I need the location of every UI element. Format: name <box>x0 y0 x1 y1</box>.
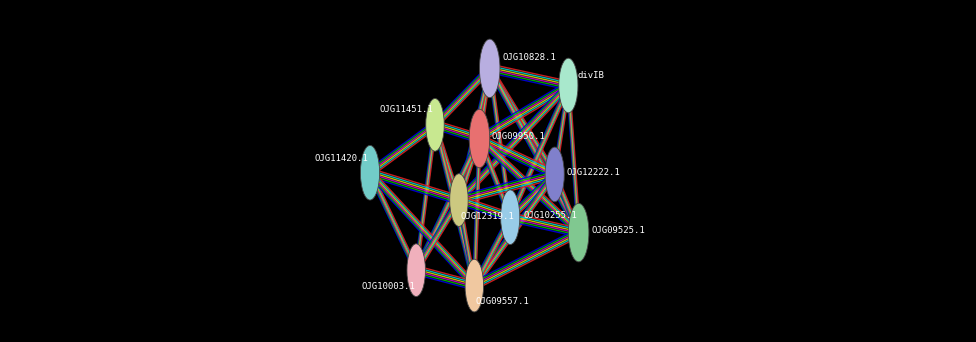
Text: OJG10255.1: OJG10255.1 <box>523 211 577 220</box>
Text: OJG11451.1: OJG11451.1 <box>380 105 433 114</box>
Ellipse shape <box>568 203 589 262</box>
Ellipse shape <box>466 259 483 312</box>
Text: OJG10828.1: OJG10828.1 <box>503 53 556 62</box>
Text: OJG09557.1: OJG09557.1 <box>475 298 529 306</box>
Text: OJG10003.1: OJG10003.1 <box>361 282 415 291</box>
Ellipse shape <box>559 58 578 113</box>
Ellipse shape <box>469 109 490 168</box>
Text: OJG09525.1: OJG09525.1 <box>591 226 645 235</box>
Ellipse shape <box>426 98 444 151</box>
Ellipse shape <box>479 39 500 98</box>
Text: OJG09950.1: OJG09950.1 <box>492 132 546 141</box>
Text: OJG12222.1: OJG12222.1 <box>567 168 621 177</box>
Text: divIB: divIB <box>578 71 605 80</box>
Ellipse shape <box>360 145 380 200</box>
Text: OJG11420.1: OJG11420.1 <box>314 154 368 162</box>
Ellipse shape <box>546 147 564 202</box>
Ellipse shape <box>450 174 468 226</box>
Ellipse shape <box>501 190 520 245</box>
Text: OJG12319.1: OJG12319.1 <box>461 212 514 221</box>
Ellipse shape <box>407 244 426 297</box>
